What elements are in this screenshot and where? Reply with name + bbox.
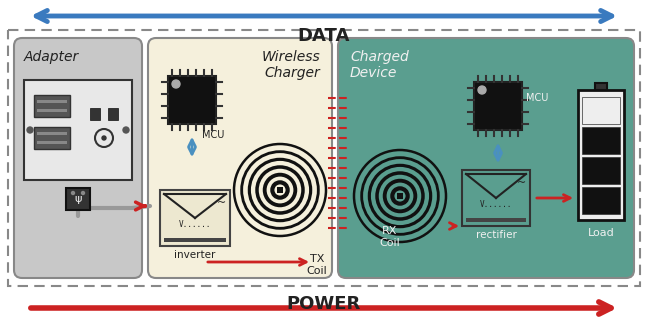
Bar bbox=[582, 157, 620, 184]
FancyBboxPatch shape bbox=[14, 38, 142, 278]
Bar bbox=[90, 108, 100, 120]
Text: RX: RX bbox=[382, 226, 398, 236]
Bar bbox=[466, 218, 526, 222]
Text: inverter: inverter bbox=[174, 250, 216, 260]
Bar bbox=[168, 76, 216, 124]
Bar bbox=[582, 127, 620, 154]
Bar bbox=[462, 170, 530, 226]
Text: Charger: Charger bbox=[264, 66, 320, 80]
Circle shape bbox=[82, 192, 84, 195]
FancyBboxPatch shape bbox=[148, 38, 332, 278]
Text: DATA: DATA bbox=[298, 27, 350, 45]
Text: POWER: POWER bbox=[287, 295, 361, 313]
Bar bbox=[164, 238, 226, 242]
Text: MCU: MCU bbox=[202, 130, 224, 140]
Bar bbox=[582, 97, 620, 124]
Bar bbox=[108, 108, 118, 120]
Text: Load: Load bbox=[588, 228, 614, 238]
Bar bbox=[578, 90, 624, 220]
Bar bbox=[37, 141, 67, 144]
Circle shape bbox=[172, 80, 180, 88]
Text: V......: V...... bbox=[480, 200, 512, 209]
Bar bbox=[397, 193, 403, 199]
Text: rectifier: rectifier bbox=[476, 230, 516, 240]
Bar bbox=[37, 132, 67, 135]
Circle shape bbox=[102, 136, 106, 140]
Bar bbox=[595, 83, 607, 90]
Bar bbox=[24, 80, 132, 180]
Text: ~: ~ bbox=[217, 198, 227, 208]
Bar bbox=[34, 95, 70, 117]
Text: Adapter: Adapter bbox=[24, 50, 79, 64]
Text: TX: TX bbox=[310, 254, 324, 264]
Bar bbox=[66, 188, 90, 210]
Text: MCU: MCU bbox=[526, 93, 548, 103]
FancyBboxPatch shape bbox=[338, 38, 634, 278]
Text: Coil: Coil bbox=[380, 238, 400, 248]
Bar bbox=[582, 187, 620, 214]
Text: V......: V...... bbox=[179, 220, 211, 229]
Text: Charged: Charged bbox=[350, 50, 409, 64]
Bar bbox=[160, 190, 230, 246]
Text: Wireless: Wireless bbox=[261, 50, 320, 64]
Text: ψ: ψ bbox=[75, 194, 82, 204]
Circle shape bbox=[71, 192, 75, 195]
Circle shape bbox=[478, 86, 486, 94]
Bar bbox=[37, 100, 67, 103]
Text: Coil: Coil bbox=[307, 266, 327, 276]
Bar bbox=[34, 127, 70, 149]
Circle shape bbox=[27, 127, 33, 133]
Bar bbox=[474, 82, 522, 130]
Bar bbox=[277, 187, 283, 193]
Text: Device: Device bbox=[350, 66, 397, 80]
Text: ~: ~ bbox=[517, 178, 527, 188]
Bar bbox=[37, 109, 67, 112]
Circle shape bbox=[123, 127, 129, 133]
